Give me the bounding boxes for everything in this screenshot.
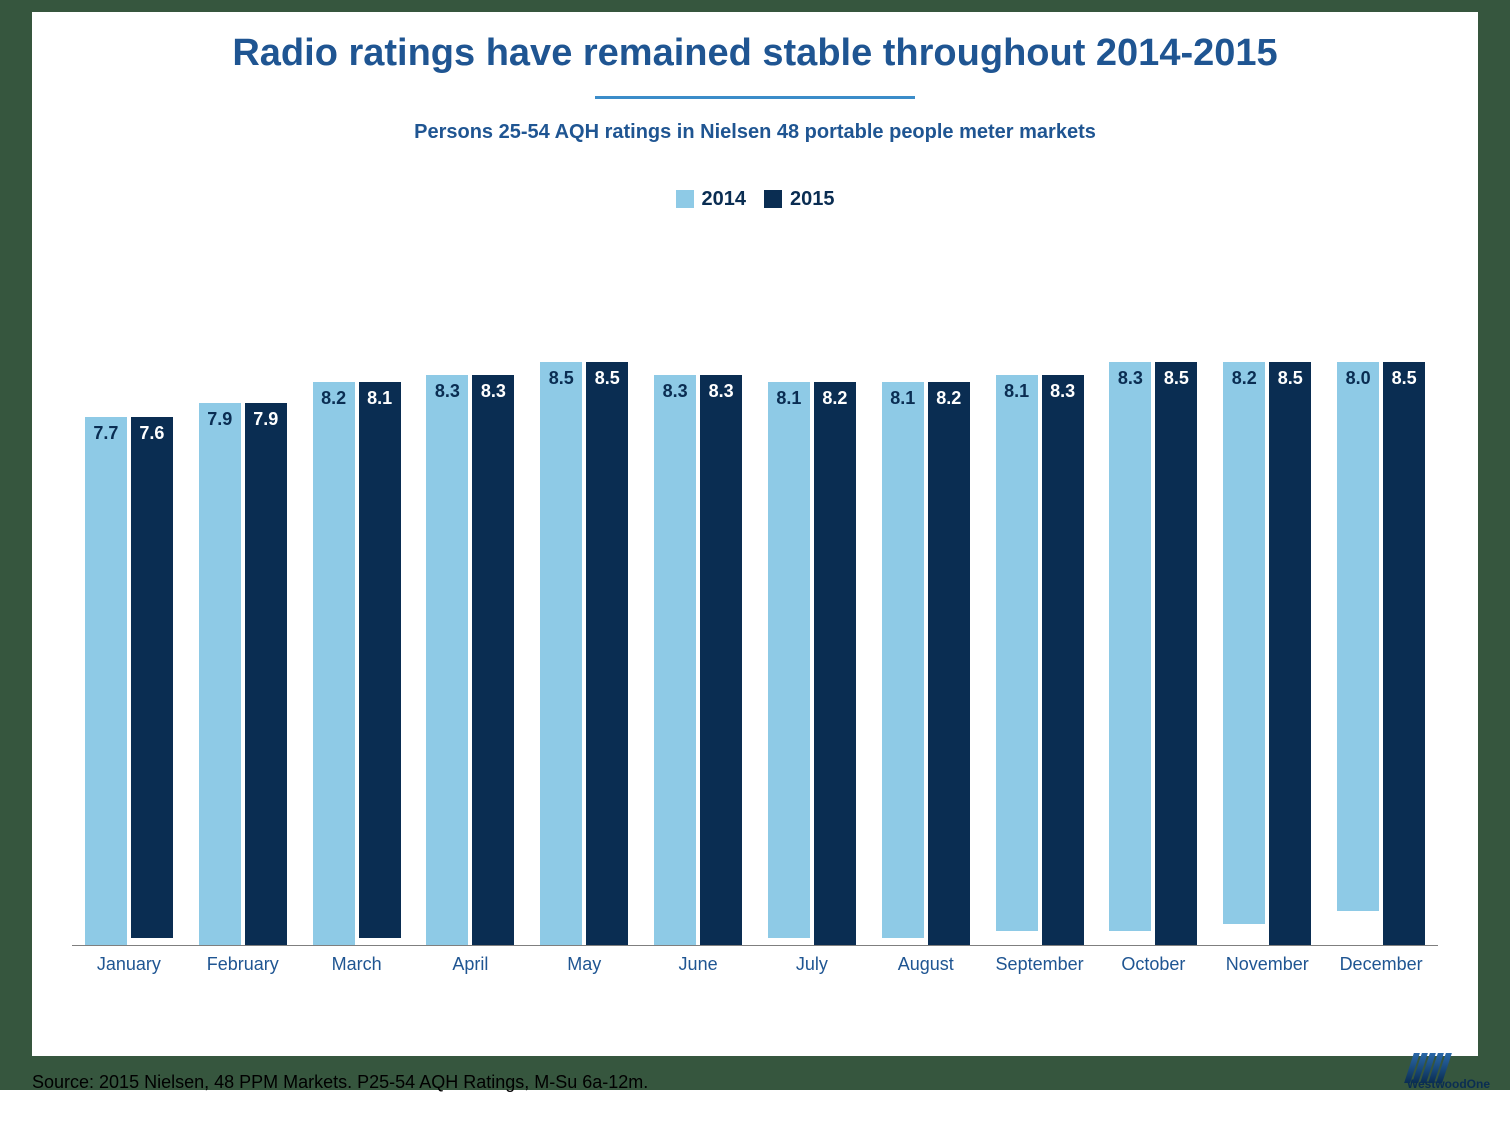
source-citation: Source: 2015 Nielsen, 48 PPM Markets. P2…: [32, 1072, 648, 1093]
x-tick-label: November: [1226, 954, 1309, 975]
bar-2014: 8.5: [540, 362, 582, 945]
bar-value-label: 7.9: [245, 409, 287, 430]
bar-2015: 8.2: [814, 382, 856, 945]
bar-2014: 7.9: [199, 403, 241, 945]
bar-2015: 8.3: [700, 375, 742, 945]
bar-2014: 8.3: [1109, 362, 1151, 932]
bar-value-label: 8.5: [540, 368, 582, 389]
bar-group: 8.58.5: [540, 362, 628, 945]
bar-value-label: 8.3: [700, 381, 742, 402]
bar-group: 8.38.3: [654, 375, 742, 945]
bar-2014: 8.2: [313, 382, 355, 945]
bar-2015: 8.3: [472, 375, 514, 945]
bar-group: 8.38.5: [1109, 362, 1197, 945]
bar-value-label: 8.2: [814, 388, 856, 409]
bar-2015: 8.2: [928, 382, 970, 945]
westwood-one-logo: WestwoodOne: [1409, 1045, 1490, 1091]
bar-value-label: 8.3: [1042, 381, 1084, 402]
bar-2015: 8.1: [359, 382, 401, 938]
bar-value-label: 8.3: [472, 381, 514, 402]
x-tick-label: February: [207, 954, 279, 975]
bar-value-label: 8.0: [1337, 368, 1379, 389]
bar-value-label: 8.1: [768, 388, 810, 409]
x-tick-label: July: [796, 954, 828, 975]
bar-group: 8.18.2: [768, 382, 856, 945]
x-tick-label: September: [996, 954, 1084, 975]
bar-group: 8.08.5: [1337, 362, 1425, 945]
bar-value-label: 8.5: [1269, 368, 1311, 389]
bar-2015: 7.9: [245, 403, 287, 945]
legend-item-2014: 2014: [676, 188, 747, 211]
bar-value-label: 8.1: [882, 388, 924, 409]
bar-value-label: 8.1: [996, 381, 1038, 402]
legend-swatch-2015: [764, 190, 782, 208]
bar-2014: 8.3: [426, 375, 468, 945]
bar-value-label: 7.6: [131, 423, 173, 444]
bar-2015: 8.5: [1155, 362, 1197, 945]
bar-value-label: 8.5: [586, 368, 628, 389]
chart-area: 7.77.67.97.98.28.18.38.38.58.58.38.38.18…: [72, 312, 1438, 986]
bar-value-label: 8.3: [426, 381, 468, 402]
legend-label-2014: 2014: [702, 188, 747, 211]
chart-legend: 2014 2015: [32, 188, 1478, 211]
bar-group: 8.18.3: [996, 375, 1084, 945]
outer-frame: Radio ratings have remained stable throu…: [0, 0, 1510, 1090]
title-rule: [595, 96, 915, 99]
bar-value-label: 8.3: [1109, 368, 1151, 389]
legend-swatch-2014: [676, 190, 694, 208]
bar-value-label: 8.2: [1223, 368, 1265, 389]
bar-2015: 8.5: [1269, 362, 1311, 945]
chart-title: Radio ratings have remained stable throu…: [32, 30, 1478, 78]
bar-group: 8.28.5: [1223, 362, 1311, 945]
bar-2014: 8.1: [996, 375, 1038, 931]
bar-2014: 8.2: [1223, 362, 1265, 925]
bar-value-label: 8.2: [313, 388, 355, 409]
x-tick-label: June: [679, 954, 718, 975]
bar-value-label: 8.2: [928, 388, 970, 409]
x-axis: January February March April May June July Augu…: [72, 946, 1438, 986]
bar-2014: 8.1: [768, 382, 810, 938]
bar-2015: 8.3: [1042, 375, 1084, 945]
bar-value-label: 8.5: [1383, 368, 1425, 389]
chart-subtitle: Persons 25-54 AQH ratings in Nielsen 48 …: [32, 121, 1478, 144]
x-tick-label: May: [567, 954, 601, 975]
bar-value-label: 8.3: [654, 381, 696, 402]
legend-label-2015: 2015: [790, 188, 835, 211]
bar-2014: 8.1: [882, 382, 924, 938]
bar-2014: 8.3: [654, 375, 696, 945]
bar-value-label: 8.5: [1155, 368, 1197, 389]
bar-value-label: 8.1: [359, 388, 401, 409]
bar-group: 7.77.6: [85, 417, 173, 946]
legend-item-2015: 2015: [764, 188, 835, 211]
bar-2014: 8.0: [1337, 362, 1379, 911]
x-tick-label: December: [1340, 954, 1423, 975]
bar-value-label: 7.9: [199, 409, 241, 430]
x-tick-label: October: [1121, 954, 1185, 975]
bar-2015: 8.5: [1383, 362, 1425, 945]
bar-value-label: 7.7: [85, 423, 127, 444]
x-tick-label: August: [898, 954, 954, 975]
chart-plot: 7.77.67.97.98.28.18.38.38.58.58.38.38.18…: [72, 352, 1438, 946]
bar-2015: 7.6: [131, 417, 173, 939]
x-tick-label: January: [97, 954, 161, 975]
x-tick-label: April: [452, 954, 488, 975]
bar-group: 7.97.9: [199, 403, 287, 945]
x-tick-label: March: [332, 954, 382, 975]
bar-2015: 8.5: [586, 362, 628, 945]
chart-panel: Radio ratings have remained stable throu…: [32, 12, 1478, 1056]
bar-2014: 7.7: [85, 417, 127, 946]
bar-group: 8.28.1: [313, 382, 401, 945]
bar-group: 8.38.3: [426, 375, 514, 945]
bar-group: 8.18.2: [882, 382, 970, 945]
